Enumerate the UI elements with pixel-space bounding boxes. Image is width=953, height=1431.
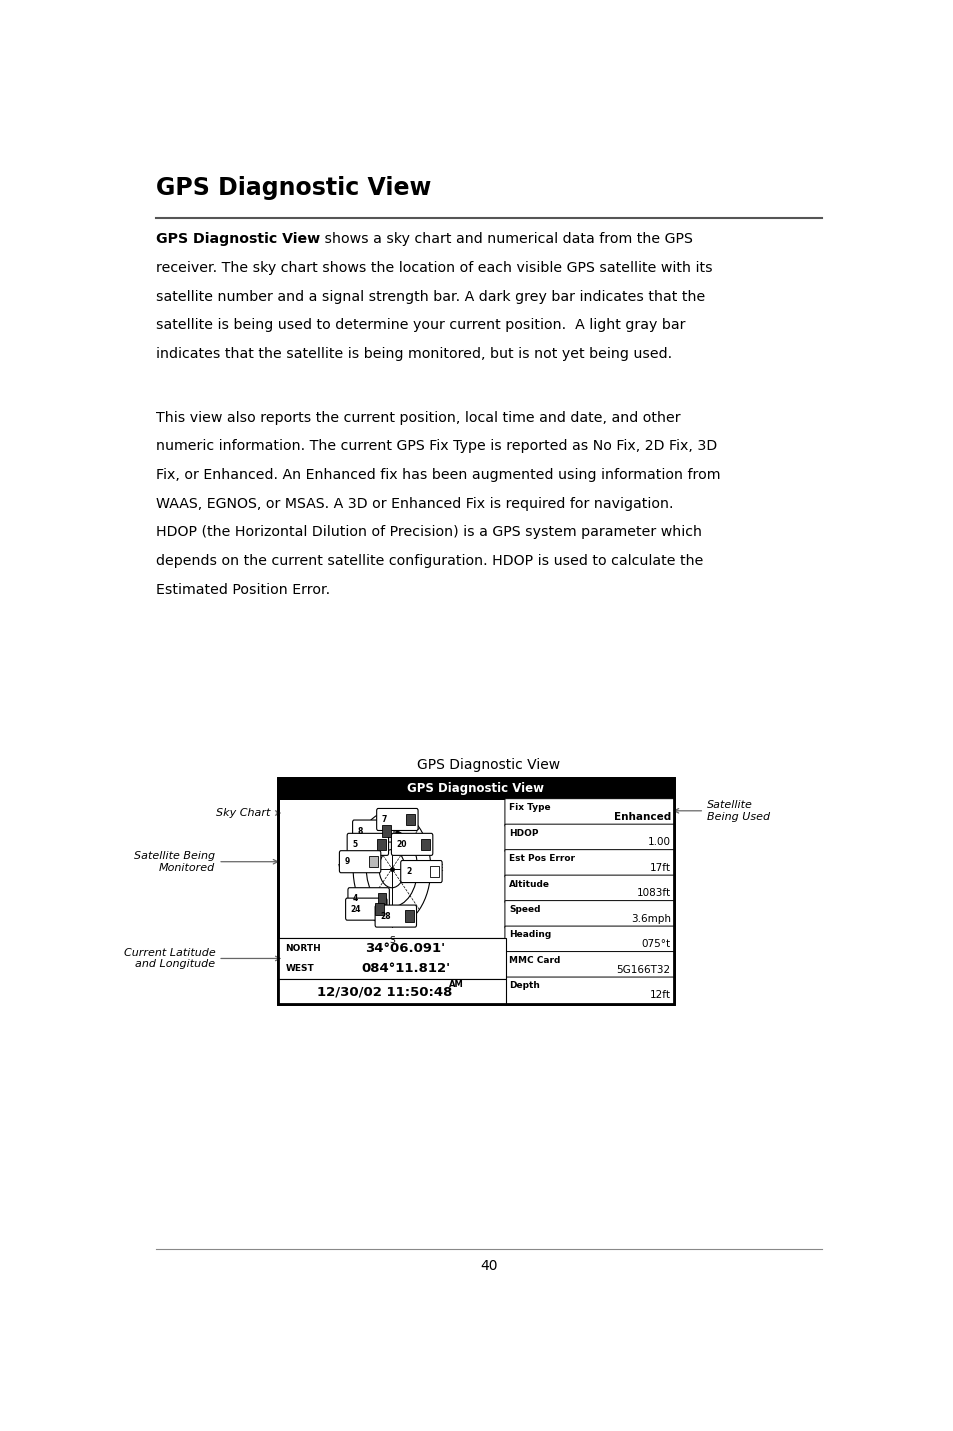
Text: shows a sky chart and numerical data from the GPS: shows a sky chart and numerical data fro… <box>320 232 693 246</box>
Text: Fix Type: Fix Type <box>509 803 551 811</box>
FancyBboxPatch shape <box>278 979 505 1003</box>
Text: 2: 2 <box>405 867 411 876</box>
FancyBboxPatch shape <box>382 826 391 837</box>
FancyBboxPatch shape <box>376 809 417 830</box>
Text: 12/30/02 11:50:48: 12/30/02 11:50:48 <box>317 985 456 997</box>
Text: 5G166T32: 5G166T32 <box>616 964 670 975</box>
Text: 4: 4 <box>353 894 358 903</box>
FancyBboxPatch shape <box>504 850 674 877</box>
FancyBboxPatch shape <box>400 860 441 883</box>
Text: indicates that the satellite is being monitored, but is not yet being used.: indicates that the satellite is being mo… <box>156 346 672 361</box>
Text: 1.00: 1.00 <box>647 837 670 847</box>
Text: W: W <box>337 864 346 873</box>
Text: AM: AM <box>448 980 463 989</box>
FancyBboxPatch shape <box>278 778 673 1003</box>
FancyBboxPatch shape <box>347 833 388 856</box>
FancyBboxPatch shape <box>391 833 433 856</box>
FancyBboxPatch shape <box>504 876 674 903</box>
FancyBboxPatch shape <box>430 866 438 877</box>
Text: E: E <box>436 864 442 873</box>
FancyBboxPatch shape <box>278 937 505 979</box>
FancyBboxPatch shape <box>406 814 415 826</box>
Text: satellite number and a signal strength bar. A dark grey bar indicates that the: satellite number and a signal strength b… <box>156 289 704 303</box>
Text: WAAS, EGNOS, or MSAS. A 3D or Enhanced Fix is required for navigation.: WAAS, EGNOS, or MSAS. A 3D or Enhanced F… <box>156 497 673 511</box>
Text: Satellite
Being Used: Satellite Being Used <box>674 800 769 821</box>
Text: Heading: Heading <box>509 930 551 940</box>
Text: Est Pos Error: Est Pos Error <box>509 854 575 863</box>
Text: WEST: WEST <box>285 963 314 973</box>
Text: Speed: Speed <box>509 904 540 914</box>
Text: HDOP (the Horizontal Dilution of Precision) is a GPS system parameter which: HDOP (the Horizontal Dilution of Precisi… <box>156 525 701 539</box>
FancyBboxPatch shape <box>348 887 389 910</box>
FancyBboxPatch shape <box>369 856 377 867</box>
FancyBboxPatch shape <box>404 910 413 922</box>
Text: Estimated Position Error.: Estimated Position Error. <box>156 582 330 597</box>
Text: Satellite Being
Monitored: Satellite Being Monitored <box>134 851 277 873</box>
Text: 084°11.812': 084°11.812' <box>360 962 450 975</box>
Text: 3.6mph: 3.6mph <box>630 914 670 924</box>
Text: 9: 9 <box>344 857 350 866</box>
Text: S: S <box>389 936 395 946</box>
FancyBboxPatch shape <box>504 798 674 826</box>
Text: HDOP: HDOP <box>509 829 538 837</box>
Text: GPS Diagnostic View: GPS Diagnostic View <box>156 176 431 200</box>
Text: Sky Chart: Sky Chart <box>216 809 279 819</box>
Text: depends on the current satellite configuration. HDOP is used to calculate the: depends on the current satellite configu… <box>156 554 703 568</box>
Text: N: N <box>388 791 395 801</box>
Text: Depth: Depth <box>509 982 539 990</box>
Text: receiver. The sky chart shows the location of each visible GPS satellite with it: receiver. The sky chart shows the locati… <box>156 260 712 275</box>
Text: 12ft: 12ft <box>649 990 670 1000</box>
FancyBboxPatch shape <box>345 899 387 920</box>
FancyBboxPatch shape <box>504 926 674 954</box>
FancyBboxPatch shape <box>420 839 430 850</box>
Text: Altitude: Altitude <box>509 880 550 889</box>
FancyBboxPatch shape <box>278 778 673 800</box>
Text: 8: 8 <box>357 827 363 836</box>
Text: 1083ft: 1083ft <box>636 889 670 899</box>
Text: satellite is being used to determine your current position.  A light gray bar: satellite is being used to determine you… <box>156 318 685 332</box>
Text: 5: 5 <box>352 840 357 849</box>
Text: GPS Diagnostic View: GPS Diagnostic View <box>407 783 544 796</box>
Text: 24: 24 <box>351 904 361 913</box>
FancyBboxPatch shape <box>376 839 385 850</box>
Text: 7: 7 <box>381 816 387 824</box>
Text: 34°06.091': 34°06.091' <box>365 943 445 956</box>
Text: 28: 28 <box>380 912 391 920</box>
FancyBboxPatch shape <box>504 977 674 1005</box>
Text: GPS Diagnostic View: GPS Diagnostic View <box>416 758 560 773</box>
Text: Enhanced: Enhanced <box>613 811 670 821</box>
FancyBboxPatch shape <box>375 903 384 914</box>
FancyBboxPatch shape <box>504 952 674 979</box>
FancyBboxPatch shape <box>504 900 674 929</box>
FancyBboxPatch shape <box>375 904 416 927</box>
Text: NORTH: NORTH <box>285 944 321 953</box>
FancyBboxPatch shape <box>339 850 380 873</box>
Text: Fix, or Enhanced. An Enhanced fix has been augmented using information from: Fix, or Enhanced. An Enhanced fix has be… <box>156 468 720 482</box>
Text: 20: 20 <box>396 840 407 849</box>
Text: This view also reports the current position, local time and date, and other: This view also reports the current posit… <box>156 411 680 425</box>
Text: numeric information. The current GPS Fix Type is reported as No Fix, 2D Fix, 3D: numeric information. The current GPS Fix… <box>156 439 717 454</box>
FancyBboxPatch shape <box>504 824 674 851</box>
Text: MMC Card: MMC Card <box>509 956 560 964</box>
Text: 17ft: 17ft <box>649 863 670 873</box>
FancyBboxPatch shape <box>377 893 386 904</box>
Text: GPS Diagnostic View: GPS Diagnostic View <box>156 232 320 246</box>
Text: Current Latitude
and Longitude: Current Latitude and Longitude <box>124 947 279 969</box>
FancyBboxPatch shape <box>353 820 394 841</box>
Text: 075°t: 075°t <box>641 939 670 949</box>
Text: 40: 40 <box>479 1259 497 1274</box>
